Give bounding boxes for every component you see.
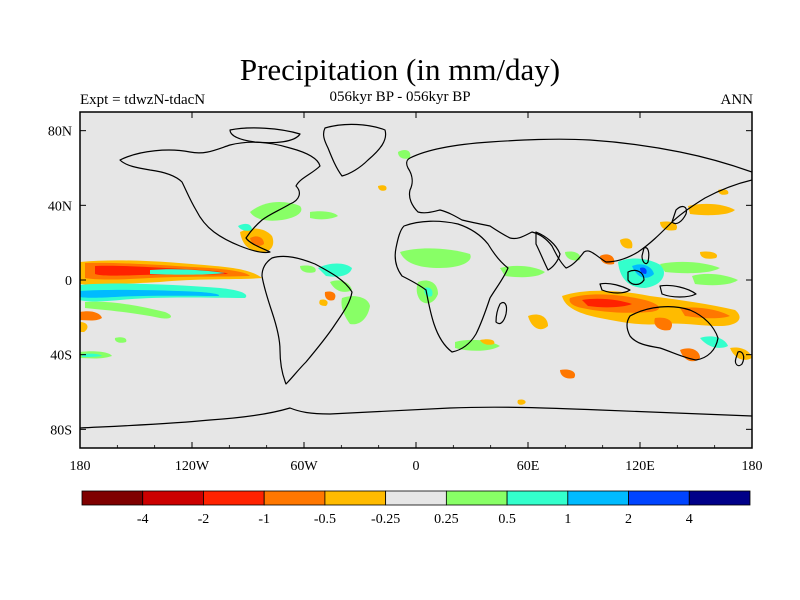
anomaly-patch (85, 301, 172, 319)
colorbar (81, 490, 751, 506)
latitude-axis: 80N 40N 0 40S 80S (48, 125, 752, 438)
colorbar-swatch (142, 490, 204, 506)
coastline-new-zealand (734, 351, 745, 367)
anomaly-patch (620, 238, 633, 249)
anomaly-patch (730, 347, 752, 360)
coastline-new-guinea (659, 284, 697, 298)
anomaly-patch (517, 399, 526, 405)
anomaly-patch (378, 185, 387, 191)
anomaly-patch (238, 223, 252, 231)
anomaly-patch (398, 150, 411, 159)
lon-tick-label: 60W (290, 459, 318, 474)
lon-tick-label: 0 (413, 459, 420, 474)
colorbar-swatch (263, 490, 326, 506)
coastline-africa (394, 220, 509, 353)
anomaly-patch (700, 251, 718, 259)
lon-tick-label: 120W (175, 459, 210, 474)
period-label: 056kyr BP - 056kyr BP (329, 89, 471, 105)
lon-tick-label: 180 (70, 459, 91, 474)
colorbar-swatch (506, 490, 569, 506)
coastline-india (535, 231, 561, 271)
coastline-japan (671, 205, 687, 225)
coastline-madagascar (495, 301, 508, 325)
longitude-axis: 180 120W 60W 0 60E 120E 180 (70, 112, 763, 474)
anomaly-patch (640, 267, 647, 274)
lat-tick-label: 40S (50, 349, 72, 364)
anomaly-patch (318, 263, 352, 277)
anomaly-patch (560, 369, 576, 379)
season-label: ANN (720, 92, 754, 108)
colorbar-swatch (688, 490, 751, 506)
anomaly-patch (150, 269, 225, 275)
anomaly-patch (300, 265, 316, 273)
experiment-label: Expt = tdwzN-tdacN (80, 92, 206, 108)
lon-tick-label: 60E (517, 459, 540, 474)
anomaly-patch (400, 248, 471, 268)
anomaly-patch (500, 265, 545, 278)
lon-tick-label: 120E (625, 459, 655, 474)
colorbar-swatch (324, 490, 387, 506)
coastline-eurasia (406, 138, 752, 269)
colorbar-label: -0.5 (314, 512, 336, 527)
coastline-indonesia (599, 282, 631, 294)
anomaly-patch (480, 339, 495, 345)
anomaly-patch (528, 314, 548, 330)
anomaly-patch (80, 311, 102, 321)
anomaly-patch (330, 280, 352, 292)
coastlines (80, 123, 752, 429)
colorbar-swatch (81, 490, 144, 506)
colorbar-label: -4 (137, 512, 149, 527)
coastline-antarctica (80, 406, 752, 429)
colorbar-swatch (203, 490, 265, 506)
coastline-greenland (322, 123, 387, 177)
anomaly-patch (80, 322, 88, 332)
anomaly-patch (114, 337, 127, 343)
colorbar-label: 2 (625, 512, 632, 527)
anomaly-patch (324, 291, 336, 301)
colorbar-label: 1 (564, 512, 571, 527)
colorbar-label: 4 (686, 512, 693, 527)
colorbar-label: -0.25 (371, 512, 400, 527)
lon-tick-label: 180 (742, 459, 763, 474)
anomaly-patch (700, 336, 728, 348)
anomaly-patch (310, 211, 338, 220)
anomaly-patch (654, 317, 673, 331)
anomaly-patch (82, 353, 102, 357)
plot-title: Precipitation (in mm/day) (239, 52, 561, 87)
anomaly-patch (680, 307, 730, 319)
lat-tick-label: 80N (48, 125, 72, 140)
colorbar-label: -1 (258, 512, 270, 527)
colorbar-label: 0.5 (498, 512, 516, 527)
lat-tick-label: 0 (65, 274, 72, 289)
colorbar-swatch (445, 490, 508, 506)
coastline-south-america (261, 255, 353, 385)
anomaly-patch (319, 299, 328, 306)
coastline-borneo (627, 269, 645, 286)
anomaly-patch (80, 289, 220, 298)
anomaly-patch (688, 203, 735, 216)
anomaly-patch (692, 273, 738, 286)
coastline-philippines (641, 247, 650, 265)
anomaly-patch (660, 261, 720, 274)
anomaly-patch (582, 298, 632, 308)
coastline-arctic-islands (229, 127, 301, 144)
colorbar-labels: -4 -2 -1 -0.5 -0.25 0.25 0.5 1 2 4 (137, 512, 693, 527)
colorbar-swatch (628, 490, 690, 506)
anomaly-patch (680, 348, 700, 362)
lat-tick-label: 40N (48, 199, 72, 214)
colorbar-label: -2 (198, 512, 210, 527)
colorbar-swatch (567, 490, 629, 506)
coastline-australia (626, 306, 719, 361)
colorbar-label: 0.25 (434, 512, 459, 527)
colorbar-swatch (385, 490, 447, 506)
lat-tick-label: 80S (50, 423, 72, 438)
anomaly-patch (565, 251, 581, 261)
